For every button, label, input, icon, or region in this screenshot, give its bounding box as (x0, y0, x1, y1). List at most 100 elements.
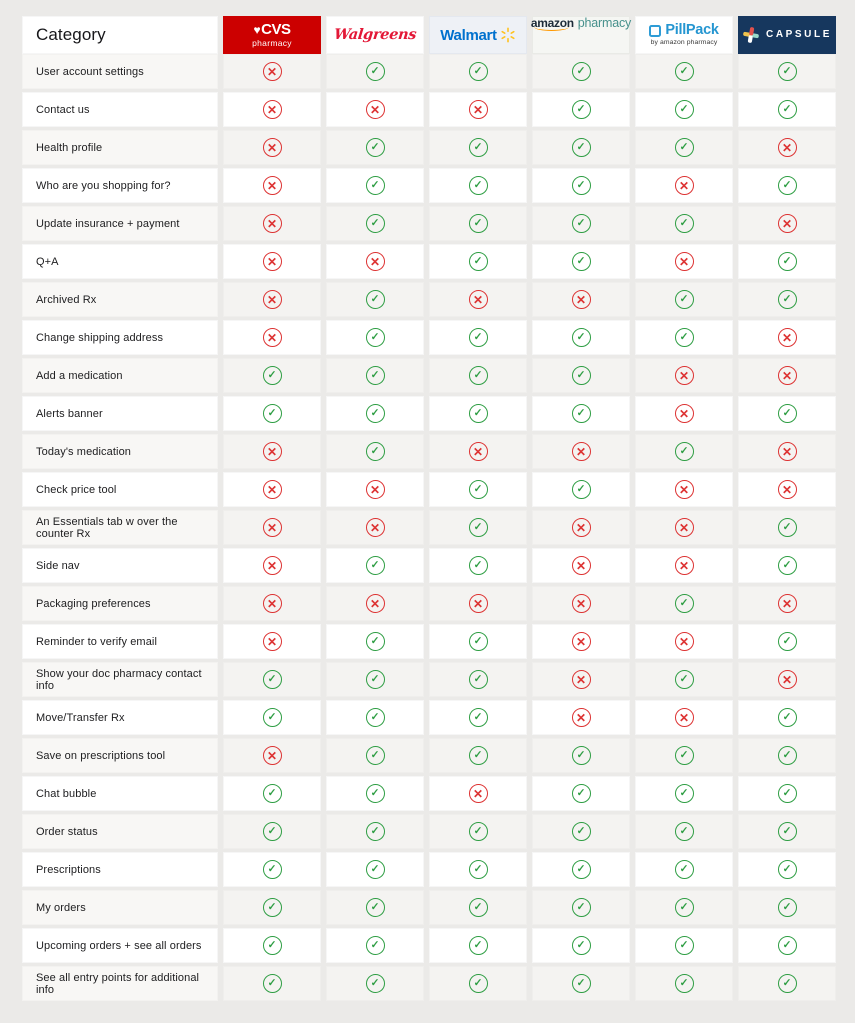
cross-icon: ✕ (468, 784, 488, 803)
mark-cell: ✓ (738, 928, 836, 963)
check-icon: ✓ (365, 62, 385, 81)
mark-cell: ✓ (532, 814, 630, 849)
cross-icon: ✕ (777, 594, 797, 613)
row-label-cell: Chat bubble (22, 776, 218, 811)
check-icon: ✓ (777, 252, 797, 271)
mark-cell: ✓ (223, 928, 321, 963)
check-icon: ✓ (365, 556, 385, 575)
mark-cell: ✓ (532, 168, 630, 203)
mark-cell: ✕ (223, 282, 321, 317)
mark-cell: ✓ (429, 472, 527, 507)
row-label: Order status (36, 825, 98, 838)
amazon-logo: amazon (530, 16, 574, 31)
mark-cell: ✓ (635, 966, 733, 1001)
row-label: Show your doc pharmacy contact info (36, 667, 202, 692)
mark-cell: ✓ (532, 776, 630, 811)
check-icon: ✓ (365, 404, 385, 423)
cross-icon: ✕ (674, 556, 694, 575)
row-label: Packaging preferences (36, 597, 151, 610)
check-icon: ✓ (674, 290, 694, 309)
cross-icon: ✕ (674, 632, 694, 651)
mark-cell: ✕ (223, 586, 321, 621)
mark-cell: ✓ (738, 700, 836, 735)
header-amazon-pharmacy: amazon pharmacy (530, 16, 631, 54)
check-icon: ✓ (571, 252, 591, 271)
check-icon: ✓ (674, 328, 694, 347)
cross-icon: ✕ (777, 480, 797, 499)
cross-icon: ✕ (365, 480, 385, 499)
mark-cell: ✓ (429, 928, 527, 963)
mark-cell: ✕ (326, 510, 424, 545)
check-icon: ✓ (674, 974, 694, 993)
mark-cell: ✓ (326, 206, 424, 241)
capsule-logo: CAPSULE (766, 29, 832, 40)
row-label-cell: User account settings (22, 54, 218, 89)
check-icon: ✓ (262, 974, 282, 993)
mark-cell: ✓ (635, 92, 733, 127)
check-icon: ✓ (468, 898, 488, 917)
mark-cell: ✓ (738, 890, 836, 925)
check-icon: ✓ (262, 404, 282, 423)
check-icon: ✓ (674, 860, 694, 879)
mark-cell: ✕ (223, 168, 321, 203)
mark-cell: ✓ (532, 852, 630, 887)
mark-cell: ✓ (532, 92, 630, 127)
row-label-cell: Check price tool (22, 472, 218, 507)
row-label: Update insurance + payment (36, 217, 180, 230)
check-icon: ✓ (365, 138, 385, 157)
check-icon: ✓ (468, 860, 488, 879)
cross-icon: ✕ (777, 138, 797, 157)
row-label: An Essentials tab w over the counter Rx (36, 515, 178, 540)
check-icon: ✓ (571, 860, 591, 879)
check-icon: ✓ (468, 708, 488, 727)
row-label-cell: Today's medication (22, 434, 218, 469)
check-icon: ✓ (468, 366, 488, 385)
pillpack-subtext: by amazon pharmacy (650, 38, 718, 46)
mark-cell: ✓ (635, 890, 733, 925)
row-label-cell: Who are you shopping for? (22, 168, 218, 203)
check-icon: ✓ (674, 822, 694, 841)
mark-cell: ✕ (326, 92, 424, 127)
check-icon: ✓ (674, 936, 694, 955)
row-label-cell: Move/Transfer Rx (22, 700, 218, 735)
mark-cell: ✕ (532, 434, 630, 469)
check-icon: ✓ (674, 138, 694, 157)
cross-icon: ✕ (262, 138, 282, 157)
mark-cell: ✓ (738, 282, 836, 317)
check-icon: ✓ (365, 328, 385, 347)
check-icon: ✓ (365, 708, 385, 727)
mark-cell: ✕ (429, 282, 527, 317)
row-label-cell: Reminder to verify email (22, 624, 218, 659)
mark-cell: ✓ (429, 548, 527, 583)
check-icon: ✓ (571, 138, 591, 157)
row-label: Check price tool (36, 483, 117, 496)
cross-icon: ✕ (262, 214, 282, 233)
row-label-cell: Add a medication (22, 358, 218, 393)
mark-cell: ✕ (326, 472, 424, 507)
row-label: Add a medication (36, 369, 123, 382)
mark-cell: ✓ (223, 396, 321, 431)
mark-cell: ✓ (223, 700, 321, 735)
check-icon: ✓ (468, 632, 488, 651)
cross-icon: ✕ (468, 594, 488, 613)
mark-cell: ✓ (635, 320, 733, 355)
cross-icon: ✕ (365, 252, 385, 271)
mark-cell: ✓ (532, 320, 630, 355)
cross-icon: ✕ (262, 290, 282, 309)
cross-icon: ✕ (571, 670, 591, 689)
cross-icon: ✕ (262, 518, 282, 537)
mark-cell: ✓ (429, 852, 527, 887)
row-label: Save on prescriptions tool (36, 749, 166, 762)
mark-cell: ✓ (635, 206, 733, 241)
walmart-logo: Walmart (440, 26, 497, 44)
mark-cell: ✓ (429, 624, 527, 659)
row-label: Who are you shopping for? (36, 179, 171, 192)
cross-icon: ✕ (571, 290, 591, 309)
row-label: Prescriptions (36, 863, 101, 876)
check-icon: ✓ (262, 822, 282, 841)
row-label: Chat bubble (36, 787, 97, 800)
check-icon: ✓ (365, 632, 385, 651)
check-icon: ✓ (777, 176, 797, 195)
mark-cell: ✓ (738, 92, 836, 127)
mark-cell: ✕ (738, 130, 836, 165)
